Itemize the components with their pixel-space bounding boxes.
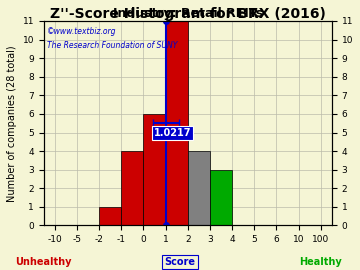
Text: The Research Foundation of SUNY: The Research Foundation of SUNY (46, 41, 177, 50)
Text: 1.0217: 1.0217 (154, 128, 192, 138)
Y-axis label: Number of companies (28 total): Number of companies (28 total) (7, 45, 17, 201)
Bar (121, 151, 143, 225)
Text: Industry: Retail REITs: Industry: Retail REITs (113, 7, 263, 20)
Bar (210, 170, 232, 225)
Text: Unhealthy: Unhealthy (15, 257, 71, 267)
Title: Z''-Score Histogram for BRX (2016): Z''-Score Histogram for BRX (2016) (50, 7, 326, 21)
Bar (143, 114, 166, 225)
Bar (188, 151, 210, 225)
Bar (166, 21, 188, 225)
Text: Score: Score (165, 257, 195, 267)
Text: ©www.textbiz.org: ©www.textbiz.org (46, 27, 116, 36)
Text: Healthy: Healthy (299, 257, 342, 267)
Bar (99, 207, 121, 225)
